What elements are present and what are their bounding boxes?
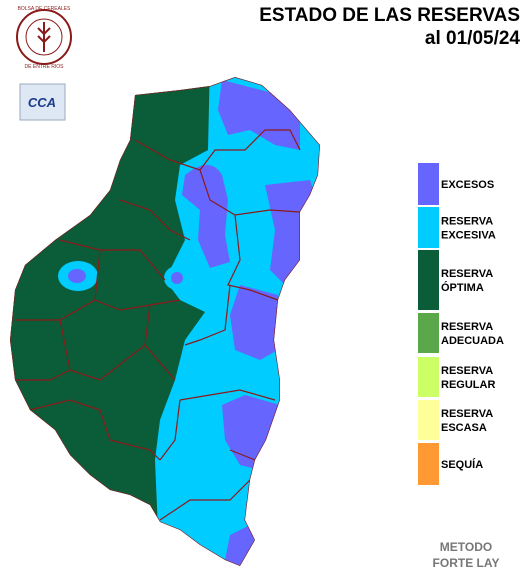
legend-swatch	[418, 313, 439, 353]
zone-excesos	[182, 165, 230, 268]
legend-swatch	[418, 207, 439, 248]
legend-label: RESERVA	[441, 268, 493, 280]
legend-swatch	[418, 400, 439, 440]
legend-swatch	[418, 163, 439, 205]
legend-label: EXCESIVA	[441, 230, 496, 242]
legend-label: RESERVA	[441, 216, 493, 228]
logo-cca: CCA	[19, 83, 66, 121]
legend-label: RESERVA	[441, 321, 493, 333]
zone-excesos	[171, 272, 183, 284]
legend-label: RESERVA	[441, 365, 493, 377]
footer-text: METODO	[440, 540, 492, 554]
legend-label: SEQUÍA	[441, 458, 483, 471]
legend-label: RESERVA	[441, 408, 493, 420]
logo-text: BOLSA DE CEREALES	[18, 6, 71, 12]
zone-excesos	[225, 525, 255, 566]
logo-text: DE ENTRE RIOS	[25, 64, 65, 70]
legend-label: REGULAR	[441, 379, 495, 391]
title: ESTADO DE LAS RESERVAS	[259, 5, 520, 26]
legend: EXCESOSRESERVAEXCESIVARESERVAÓPTIMARESER…	[418, 163, 504, 485]
logo-text: CCA	[28, 95, 56, 110]
zone-excesos	[230, 285, 278, 360]
zone-excesos	[68, 269, 86, 283]
legend-swatch	[418, 357, 439, 397]
footer-text: FORTE LAY	[433, 556, 500, 570]
legend-label: EXCESOS	[441, 179, 494, 191]
legend-swatch	[418, 443, 439, 485]
legend-label: ADECUADA	[441, 335, 504, 347]
legend-swatch	[418, 250, 439, 310]
date: al 01/05/24	[425, 28, 521, 49]
legend-label: ESCASA	[441, 422, 487, 434]
logo-bolsa: BOLSA DE CEREALES DE ENTRE RIOS	[16, 6, 72, 70]
map	[10, 77, 320, 566]
legend-label: ÓPTIMA	[441, 281, 484, 294]
